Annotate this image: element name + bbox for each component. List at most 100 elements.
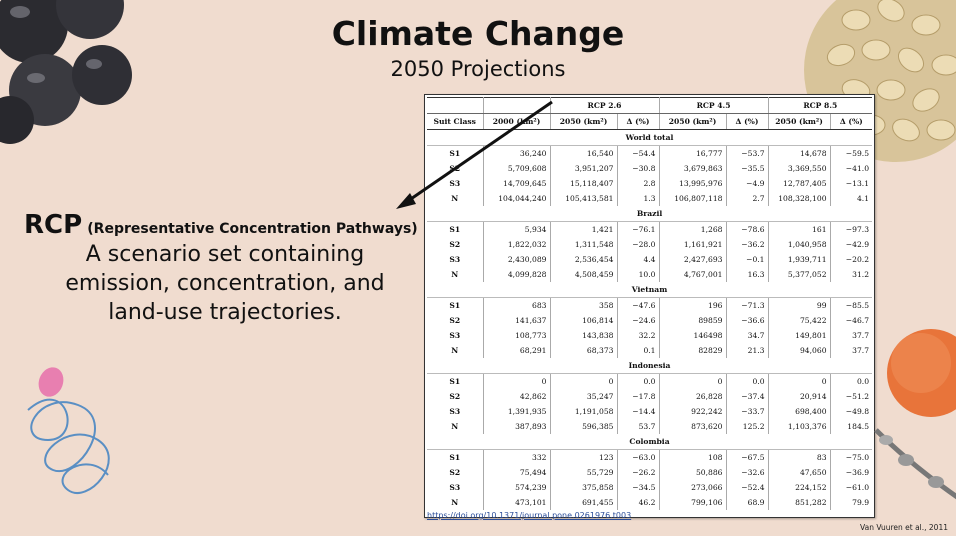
suit-class-cell: S1 [427, 449, 484, 465]
table-cell: 55,729 [550, 465, 618, 480]
table-row: N 104,044,240 105,413,581 1.3 106,807,118 2.7… [427, 191, 872, 206]
table-cell: 5,709,608 [483, 161, 551, 176]
table-cell: 31.2 [852, 270, 870, 279]
table-cell: 13,995,976 [659, 176, 727, 191]
table-cell: 4,767,001 [659, 267, 727, 282]
table-cell: 106,814 [550, 313, 618, 328]
table-row: N 4,099,828 4,508,459 10.0 4,767,001 16.3 5,37… [427, 267, 872, 282]
suit-class-cell: S2 [427, 237, 484, 252]
table-cell: −85.5 [845, 301, 870, 310]
blue-scribble-decoration [27, 398, 110, 494]
suit-class-cell: N [427, 343, 484, 358]
rcp-description: A scenario set containing emission, conc… [30, 240, 420, 327]
table-row: S1 0 0 0.0 0 0.0 0 0.0 [427, 373, 872, 389]
table-cell: 4,099,828 [483, 267, 551, 282]
table-row: S3 2,430,089 2,536,454 4.4 2,427,693 −0.1 1,93… [427, 252, 872, 267]
table-cell: 1,161,921 [659, 237, 727, 252]
suit-class-cell: S2 [427, 161, 484, 176]
table-cell: 1,040,958 [768, 237, 831, 252]
column-header: 2050 (km²) [659, 113, 727, 130]
table-cell: 873,620 [659, 419, 727, 434]
table-cell: 0.0 [726, 373, 769, 389]
table-cell: 0 [768, 373, 831, 389]
table-cell: 0 [659, 373, 727, 389]
table-cell: 5,934 [483, 221, 551, 237]
table-row: S3 1,391,935 1,191,058 −14.4 922,242 −33.7 698… [427, 404, 872, 419]
table-cell: 34.7 [726, 328, 769, 343]
table-cell: 1,103,376 [768, 419, 831, 434]
table-cell: 75,494 [483, 465, 551, 480]
suit-class-cell: S3 [427, 176, 484, 191]
table-row: S2 42,862 35,247 −17.8 26,828 −37.4 20,914 −51.… [427, 389, 872, 404]
suit-class-cell: S3 [427, 404, 484, 419]
projection-table-card: RCP 2.6 RCP 4.5 RCP 8.5 Suit Class 2000 … [424, 94, 875, 518]
table-section-row: Brazil [427, 206, 873, 222]
table-cell: 32.2 [617, 328, 660, 343]
table-cell: 16,777 [659, 145, 727, 161]
table-cell: −53.7 [726, 145, 769, 161]
table-cell: 698,400 [768, 404, 831, 419]
table-cell: 99 [768, 297, 831, 313]
column-header: 2050 (km²) [768, 113, 831, 130]
section-title: World total [427, 129, 873, 146]
table-cell: −32.6 [726, 465, 769, 480]
table-row: N 68,291 68,373 0.1 82829 21.3 94,060 37.7 [427, 343, 872, 358]
slide-title: Climate Change [331, 14, 625, 53]
table-cell: 0.1 [617, 343, 660, 358]
table-cell: −78.6 [726, 221, 769, 237]
table-cell: 2,430,089 [483, 252, 551, 267]
table-cell: −33.7 [726, 404, 769, 419]
table-cell: −36.2 [726, 237, 769, 252]
table-cell: −47.6 [617, 297, 660, 313]
rcp-description-line: emission, concentration, and [65, 271, 385, 296]
table-cell: 1,822,032 [483, 237, 551, 252]
column-header: Δ (%) [617, 113, 660, 130]
table-cell: 123 [550, 449, 618, 465]
table-cell: 574,239 [483, 480, 551, 495]
table-cell: 691,455 [550, 495, 618, 510]
table-cell: 104,044,240 [483, 191, 551, 206]
table-cell: 15,118,407 [550, 176, 618, 191]
table-cell: 68.9 [726, 495, 769, 510]
suit-class-cell: S1 [427, 221, 484, 237]
table-section-row: Colombia [427, 434, 873, 450]
table-cell: 42,862 [483, 389, 551, 404]
table-row: S2 1,822,032 1,311,548 −28.0 1,161,921 −36.2 1… [427, 237, 872, 252]
table-cell: 1,391,935 [483, 404, 551, 419]
rcp-description-line: land-use trajectories. [108, 300, 342, 325]
pink-blob-decoration [38, 367, 64, 397]
table-section-row: World total [427, 129, 873, 146]
acai-berries-image [0, 0, 132, 144]
group-header: RCP 8.5 [768, 97, 873, 114]
table-cell: 20,914 [768, 389, 831, 404]
suit-class-cell: N [427, 191, 484, 206]
table-body: World total S1 36,240 16,540 −54.4 16,777 −53.… [427, 129, 873, 510]
table-cell: −34.5 [617, 480, 660, 495]
suit-class-cell: N [427, 419, 484, 434]
table-cell: −24.6 [617, 313, 660, 328]
table-cell: 332 [483, 449, 551, 465]
table-cell: 53.7 [617, 419, 660, 434]
table-cell: 3,679,863 [659, 161, 727, 176]
table-cell: 146498 [659, 328, 727, 343]
section-title: Brazil [427, 206, 873, 222]
table-row: S2 75,494 55,729 −26.2 50,886 −32.6 47,650 −36.… [427, 465, 872, 480]
table-cell: 68,291 [483, 343, 551, 358]
table-cell: 358 [550, 297, 618, 313]
table-cell: 0.0 [617, 373, 660, 389]
table-cell: 14,709,645 [483, 176, 551, 191]
table-cell: 89859 [659, 313, 727, 328]
table-cell: 82829 [659, 343, 727, 358]
source-link[interactable]: https://doi.org/10.1371/journal.pone.026… [427, 511, 632, 520]
table-cell: 196 [659, 297, 727, 313]
column-header: Suit Class [427, 113, 484, 130]
table-row: S3 108,773 143,838 32.2 146498 34.7 149,801 37.… [427, 328, 872, 343]
table-cell: −4.9 [726, 176, 769, 191]
table-cell: 387,893 [483, 419, 551, 434]
suit-class-cell: S2 [427, 465, 484, 480]
table-cell: −67.5 [726, 449, 769, 465]
table-cell: 4.1 [856, 194, 870, 203]
table-cell: −17.8 [617, 389, 660, 404]
slide-subtitle: 2050 Projections [390, 57, 566, 81]
table-cell: −0.1 [726, 252, 769, 267]
